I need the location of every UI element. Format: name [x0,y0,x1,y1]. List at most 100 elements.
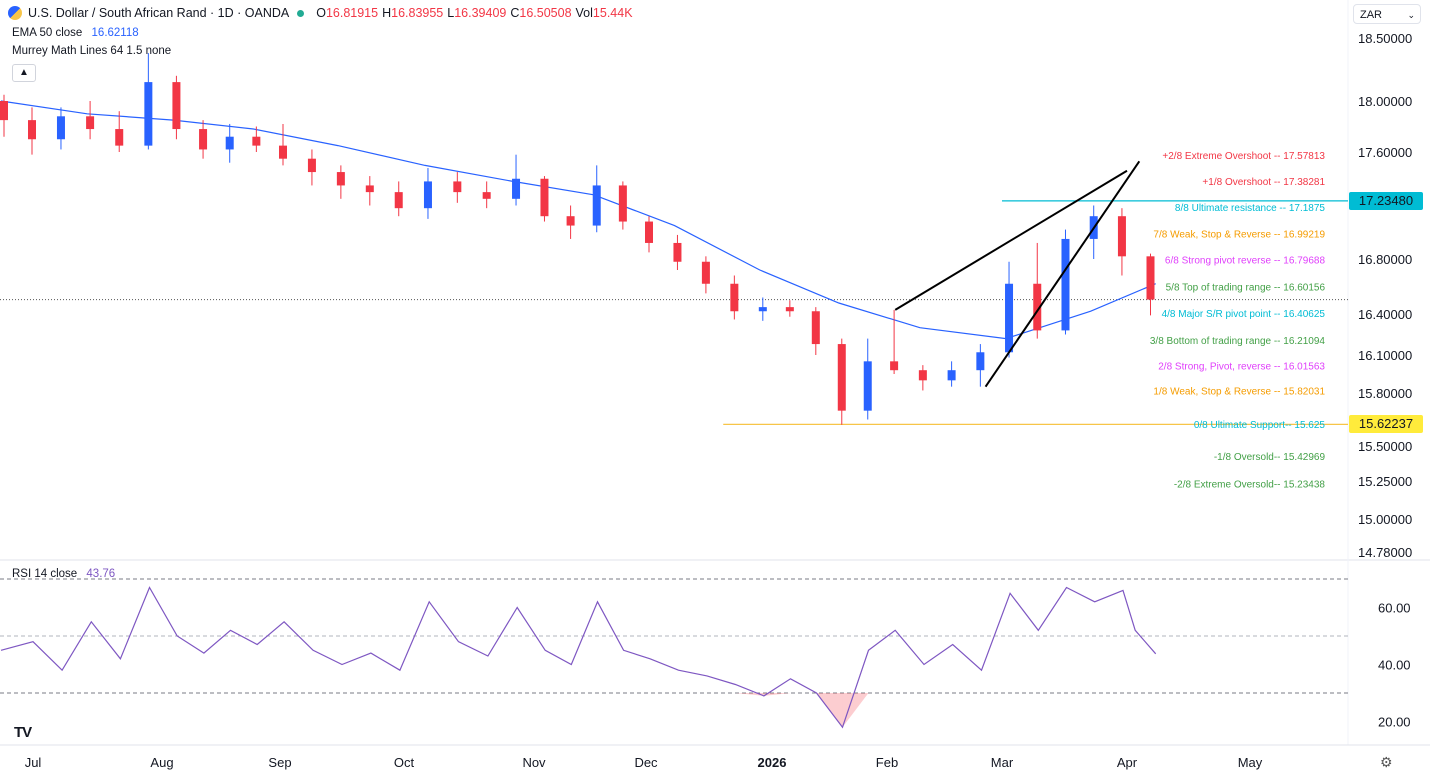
wedge-trendline[interactable] [894,169,1128,311]
candle-body[interactable] [252,136,261,146]
murrey-legend[interactable]: Murrey Math Lines 64 1.5 none [12,45,171,57]
candle-body[interactable] [56,116,65,140]
candle-body[interactable] [365,185,374,193]
symbol-title[interactable]: U.S. Dollar / South African Rand · 1D · … [28,6,290,20]
candle-body[interactable] [673,242,682,262]
murrey-level-label: 0/8 Ultimate Support-- 15.625 [1194,420,1326,431]
x-tick-label: Apr [1117,755,1138,770]
vol-value: 15.44K [592,6,633,20]
candle-body[interactable] [918,370,927,381]
candle-body[interactable] [28,120,36,140]
murrey-label: Murrey Math Lines 64 1.5 none [12,45,172,57]
close-value: 16.50508 [519,6,572,20]
candle-body[interactable] [199,129,208,150]
candle-body[interactable] [785,307,794,312]
candle-body[interactable] [0,101,8,121]
candle-body[interactable] [540,178,549,217]
candle-body[interactable] [566,216,575,226]
ema-label: EMA 50 close [12,27,83,39]
wedge-trendline[interactable] [984,160,1141,388]
x-tick-label: Dec [634,755,658,770]
candle-body[interactable] [225,136,234,150]
murrey-level-label: 1/8 Weak, Stop & Reverse -- 15.82031 [1153,386,1325,397]
murrey-level-label: 6/8 Strong pivot reverse -- 16.79688 [1165,255,1326,266]
rsi-label: RSI 14 close [12,568,78,580]
ema-value: 16.62118 [91,27,139,39]
y-tick-label: 18.00000 [1358,94,1412,109]
rsi-value: 43.76 [86,568,116,580]
tradingview-logo: TV [14,724,32,741]
candle-body[interactable] [336,172,345,186]
rsi-oversold-fill [735,693,764,696]
x-tick-label: Jul [25,755,42,770]
candle-body[interactable] [890,361,899,371]
murrey-level-label: 4/8 Major S/R pivot point -- 16.40625 [1162,309,1326,320]
murrey-level-label: 3/8 Bottom of trading range -- 16.21094 [1150,336,1326,347]
y-tick-label: 17.60000 [1358,145,1412,160]
candle-body[interactable] [144,82,153,146]
murrey-level-label: 7/8 Weak, Stop & Reverse -- 16.99219 [1153,229,1325,240]
murrey-level-label: 2/8 Strong, Pivot, reverse -- 16.01563 [1158,362,1325,373]
x-tick-label: Nov [522,755,546,770]
candle-body[interactable] [618,185,627,222]
x-tick-label: Feb [876,755,898,770]
candle-body[interactable] [394,192,403,209]
candle-body[interactable] [863,361,872,411]
murrey-level-label: +2/8 Extreme Overshoot -- 17.57813 [1162,151,1325,162]
ema-legend[interactable]: EMA 50 close 16.62118 [12,27,139,39]
candle-body[interactable] [645,221,653,243]
murrey-level-label: +1/8 Overshoot -- 17.38281 [1202,177,1325,188]
candle-body[interactable] [730,283,739,312]
candle-body[interactable] [701,261,710,284]
candle-body[interactable] [1146,256,1155,300]
flag-icon [8,6,22,20]
vol-label: Vol [575,6,593,20]
candle-body[interactable] [512,178,521,199]
rsi-tick-label: 20.00 [1378,715,1411,730]
gear-icon[interactable]: ⚙ [1380,754,1393,770]
candle-body[interactable] [307,158,316,173]
y-tick-label: 16.40000 [1358,307,1412,322]
candle-body[interactable] [976,352,985,371]
candle-body[interactable] [115,129,124,146]
chevron-up-icon[interactable]: ▲ [12,64,36,82]
y-tick-label: 18.50000 [1358,31,1412,46]
x-tick-label: Mar [991,755,1014,770]
candle-body[interactable] [423,181,432,209]
rsi-oversold-fill [842,693,869,728]
candle-body[interactable] [837,344,846,411]
y-tick-label: 16.80000 [1358,252,1412,267]
candle-body[interactable] [482,192,491,199]
high-value: 16.83955 [391,6,444,20]
y-tick-label: 15.00000 [1358,512,1412,527]
rsi-line [0,586,1157,729]
x-tick-label: Aug [150,755,173,770]
candle-body[interactable] [1117,216,1126,257]
rsi-oversold-fill [763,693,791,696]
currency-label: ZAR [1360,9,1382,21]
candle-body[interactable] [758,307,767,312]
candle-body[interactable] [279,145,287,159]
y-tick-label: 14.78000 [1358,545,1412,560]
candle-body[interactable] [86,116,95,130]
currency-select[interactable]: ZAR ⌄ [1353,4,1421,24]
candle-body[interactable] [172,82,181,130]
close-label: C [510,6,520,20]
x-tick-label: Sep [268,755,291,770]
low-value: 16.39409 [454,6,507,20]
candle-body[interactable] [947,370,956,381]
rsi-legend[interactable]: RSI 14 close 43.76 [12,568,115,580]
y-tick-label: 16.10000 [1358,348,1412,363]
candle-body[interactable] [592,185,601,226]
open-label: O [316,6,326,20]
candle-body[interactable] [1005,283,1014,353]
x-tick-label: 2026 [758,755,787,770]
high-label: H [382,6,392,20]
candle-body[interactable] [1033,283,1042,331]
candle-body[interactable] [811,311,820,345]
candle-body[interactable] [453,181,462,193]
candle-body[interactable] [1061,238,1070,331]
murrey-level-label: -2/8 Extreme Oversold-- 15.23438 [1174,479,1326,490]
